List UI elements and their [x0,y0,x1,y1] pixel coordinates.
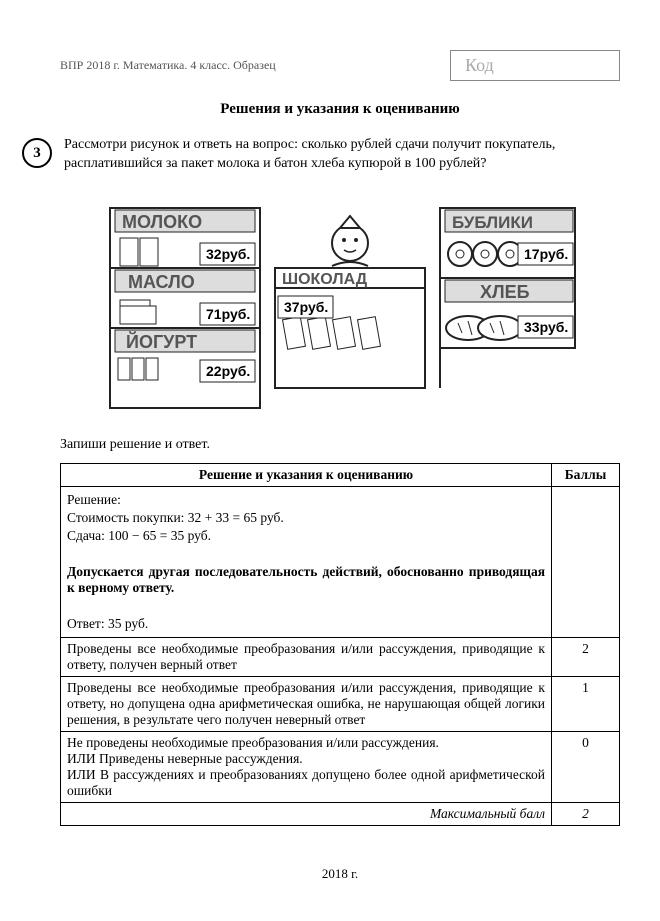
rubric-score-2: 0 [552,731,620,802]
price-shokolad: 37руб. [284,299,328,315]
label-bubliki: БУБЛИКИ [452,213,533,232]
price-bubliki: 17руб. [524,246,568,262]
header-left: ВПР 2018 г. Математика. 4 класс. Образец [60,58,276,73]
rubric-score-1: 1 [552,676,620,731]
rubric-head-right: Баллы [552,463,620,486]
page-heading: Решения и указания к оцениванию [60,101,620,118]
task-number: 3 [22,138,52,168]
solution-title: Решение: [67,492,545,508]
rubric-row-0: Проведены все необходимые преобразования… [61,637,552,676]
write-answer-prompt: Запиши решение и ответ. [60,437,620,453]
price-moloko: 32руб. [206,246,250,262]
rubric-max-label: Максимальный балл [61,802,552,825]
solution-score-empty [552,486,620,637]
rubric-head-left: Решение и указания к оцениванию [61,463,552,486]
rubric-max-score: 2 [552,802,620,825]
label-shokolad: ШОКОЛАД [282,271,368,288]
rubric-row-2: Не проведены необходимые преобразования … [61,731,552,802]
rubric-score-0: 2 [552,637,620,676]
solution-answer: Ответ: 35 руб. [67,616,545,632]
solution-note: Допускается другая последовательность де… [67,564,545,596]
label-yogurt: ЙОГУРТ [126,331,197,352]
rubric-row-1: Проведены все необходимые преобразования… [61,676,552,731]
solution-line1: Стоимость покупки: 32 + 33 = 65 руб. [67,510,545,526]
solution-cell: Решение: Стоимость покупки: 32 + 33 = 65… [61,486,552,637]
price-maslo: 71руб. [206,306,250,322]
rubric-table: Решение и указания к оцениванию Баллы Ре… [60,463,620,826]
code-input[interactable]: Код [450,50,620,81]
label-moloko: МОЛОКО [122,212,202,232]
price-yogurt: 22руб. [206,363,250,379]
price-hleb: 33руб. [524,319,568,335]
shop-illustration: МОЛОКО 32руб. МАСЛО 71руб. ЙОГУРТ 22руб. [100,188,580,423]
footer-year: 2018 г. [60,866,620,882]
label-hleb: ХЛЕБ [480,282,530,302]
task-text: Рассмотри рисунок и ответь на вопрос: ск… [64,136,620,174]
label-maslo: МАСЛО [128,272,195,292]
solution-line2: Сдача: 100 − 65 = 35 руб. [67,528,545,544]
